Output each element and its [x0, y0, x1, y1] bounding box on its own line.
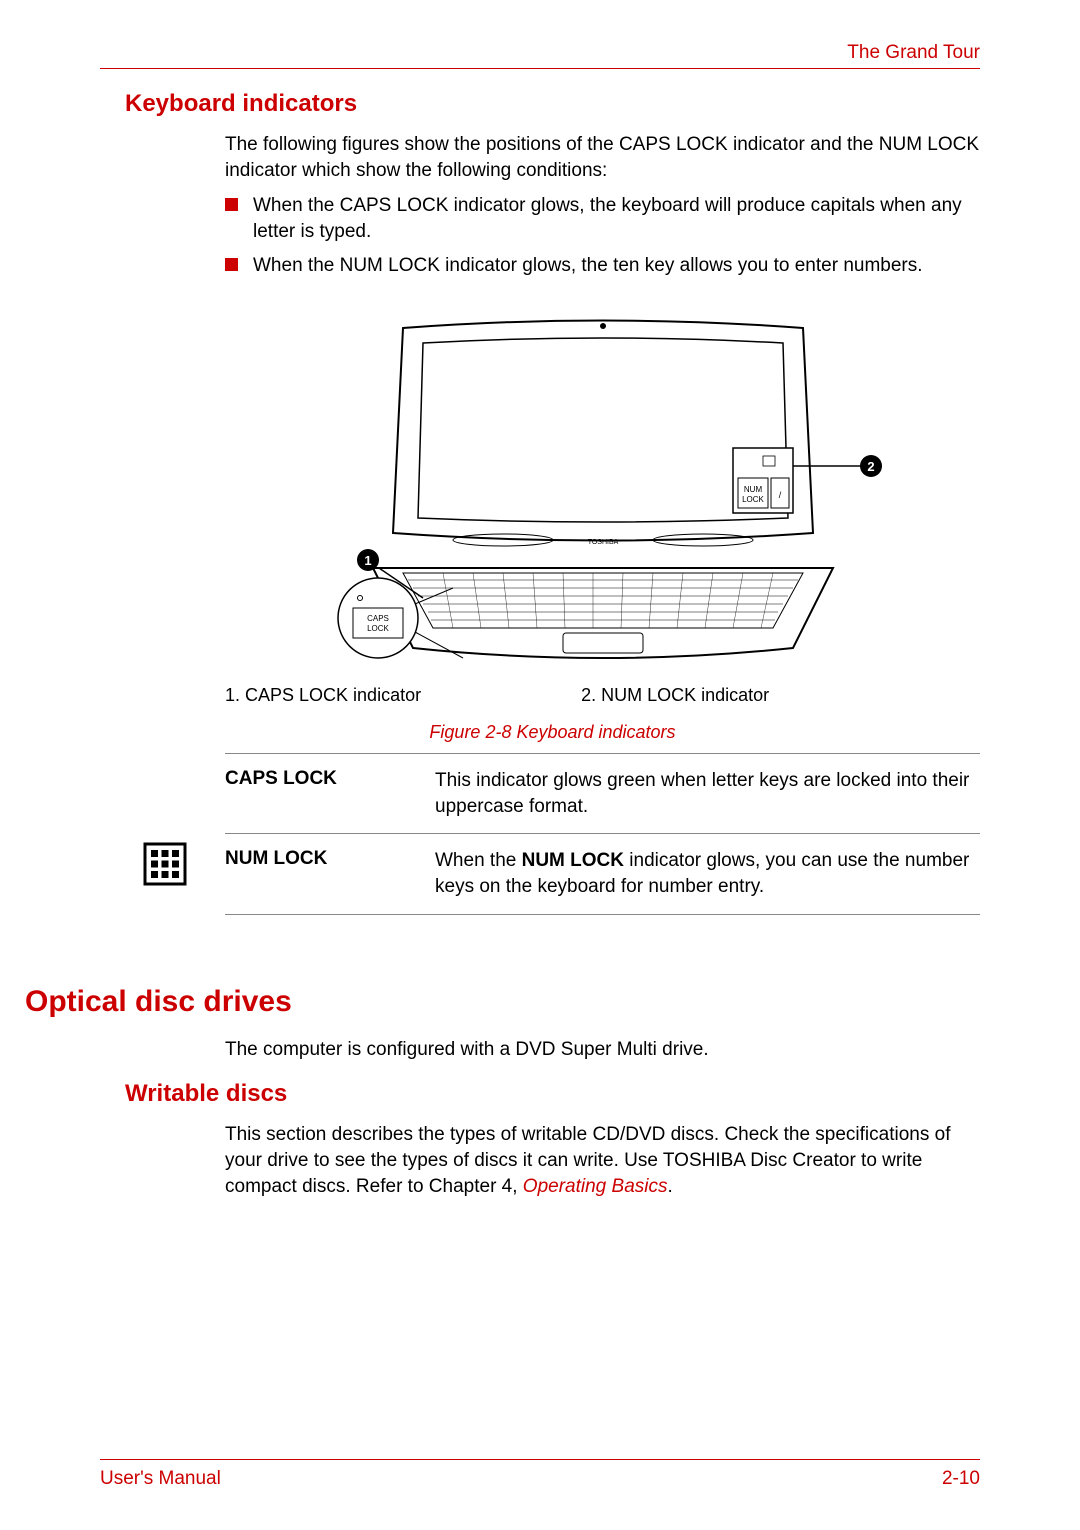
content-area: Keyboard indicators The following figure…: [125, 90, 980, 1209]
legend-item: 1. CAPS LOCK indicator: [225, 685, 421, 706]
operating-basics-link[interactable]: Operating Basics: [523, 1176, 668, 1197]
definition-description: This indicator glows green when letter k…: [435, 768, 980, 819]
definition-term: CAPS LOCK: [225, 768, 415, 819]
optical-disc-intro: The computer is configured with a DVD Su…: [225, 1037, 980, 1063]
svg-text:NUM: NUM: [743, 485, 762, 494]
svg-text:LOCK: LOCK: [367, 624, 389, 633]
definition-row: NUM LOCK When the NUM LOCK indicator glo…: [225, 834, 980, 914]
definition-description: When the NUM LOCK indicator glows, you c…: [435, 848, 980, 899]
callout-2-number: 2: [867, 459, 874, 474]
footer-page-number: 2-10: [942, 1468, 980, 1490]
legend-item: 2. NUM LOCK indicator: [581, 685, 769, 706]
keyboard-figure: TOSHIBA 2 NUM LOCK / 1: [225, 308, 980, 673]
keyboard-indicators-heading: Keyboard indicators: [125, 90, 980, 118]
header-rule: [100, 68, 980, 69]
numpad-icon: [143, 842, 187, 886]
svg-text:CAPS: CAPS: [367, 614, 389, 623]
footer-manual-label: User's Manual: [100, 1468, 221, 1490]
list-item: When the CAPS LOCK indicator glows, the …: [225, 193, 980, 244]
figure-caption: Figure 2-8 Keyboard indicators: [125, 722, 980, 743]
laptop-diagram: TOSHIBA 2 NUM LOCK / 1: [323, 308, 883, 668]
definition-term: NUM LOCK: [225, 848, 415, 899]
indicator-definition-list: CAPS LOCK This indicator glows green whe…: [225, 753, 980, 915]
svg-text:TOSHIBA: TOSHIBA: [587, 539, 618, 546]
list-item: When the NUM LOCK indicator glows, the t…: [225, 253, 980, 279]
page: The Grand Tour Keyboard indicators The f…: [0, 0, 1080, 1530]
figure-legend: 1. CAPS LOCK indicator 2. NUM LOCK indic…: [225, 685, 980, 706]
keyboard-indicators-list: When the CAPS LOCK indicator glows, the …: [225, 193, 980, 278]
callout-1-number: 1: [364, 553, 371, 568]
header-section-label: The Grand Tour: [847, 42, 980, 64]
keyboard-indicators-intro: The following figures show the positions…: [225, 132, 980, 183]
writable-discs-heading: Writable discs: [125, 1080, 980, 1108]
writable-discs-text: This section describes the types of writ…: [225, 1122, 980, 1199]
optical-disc-heading: Optical disc drives: [25, 985, 980, 1019]
footer-rule: [100, 1459, 980, 1460]
svg-text:LOCK: LOCK: [742, 495, 764, 504]
definition-row: CAPS LOCK This indicator glows green whe…: [225, 753, 980, 834]
